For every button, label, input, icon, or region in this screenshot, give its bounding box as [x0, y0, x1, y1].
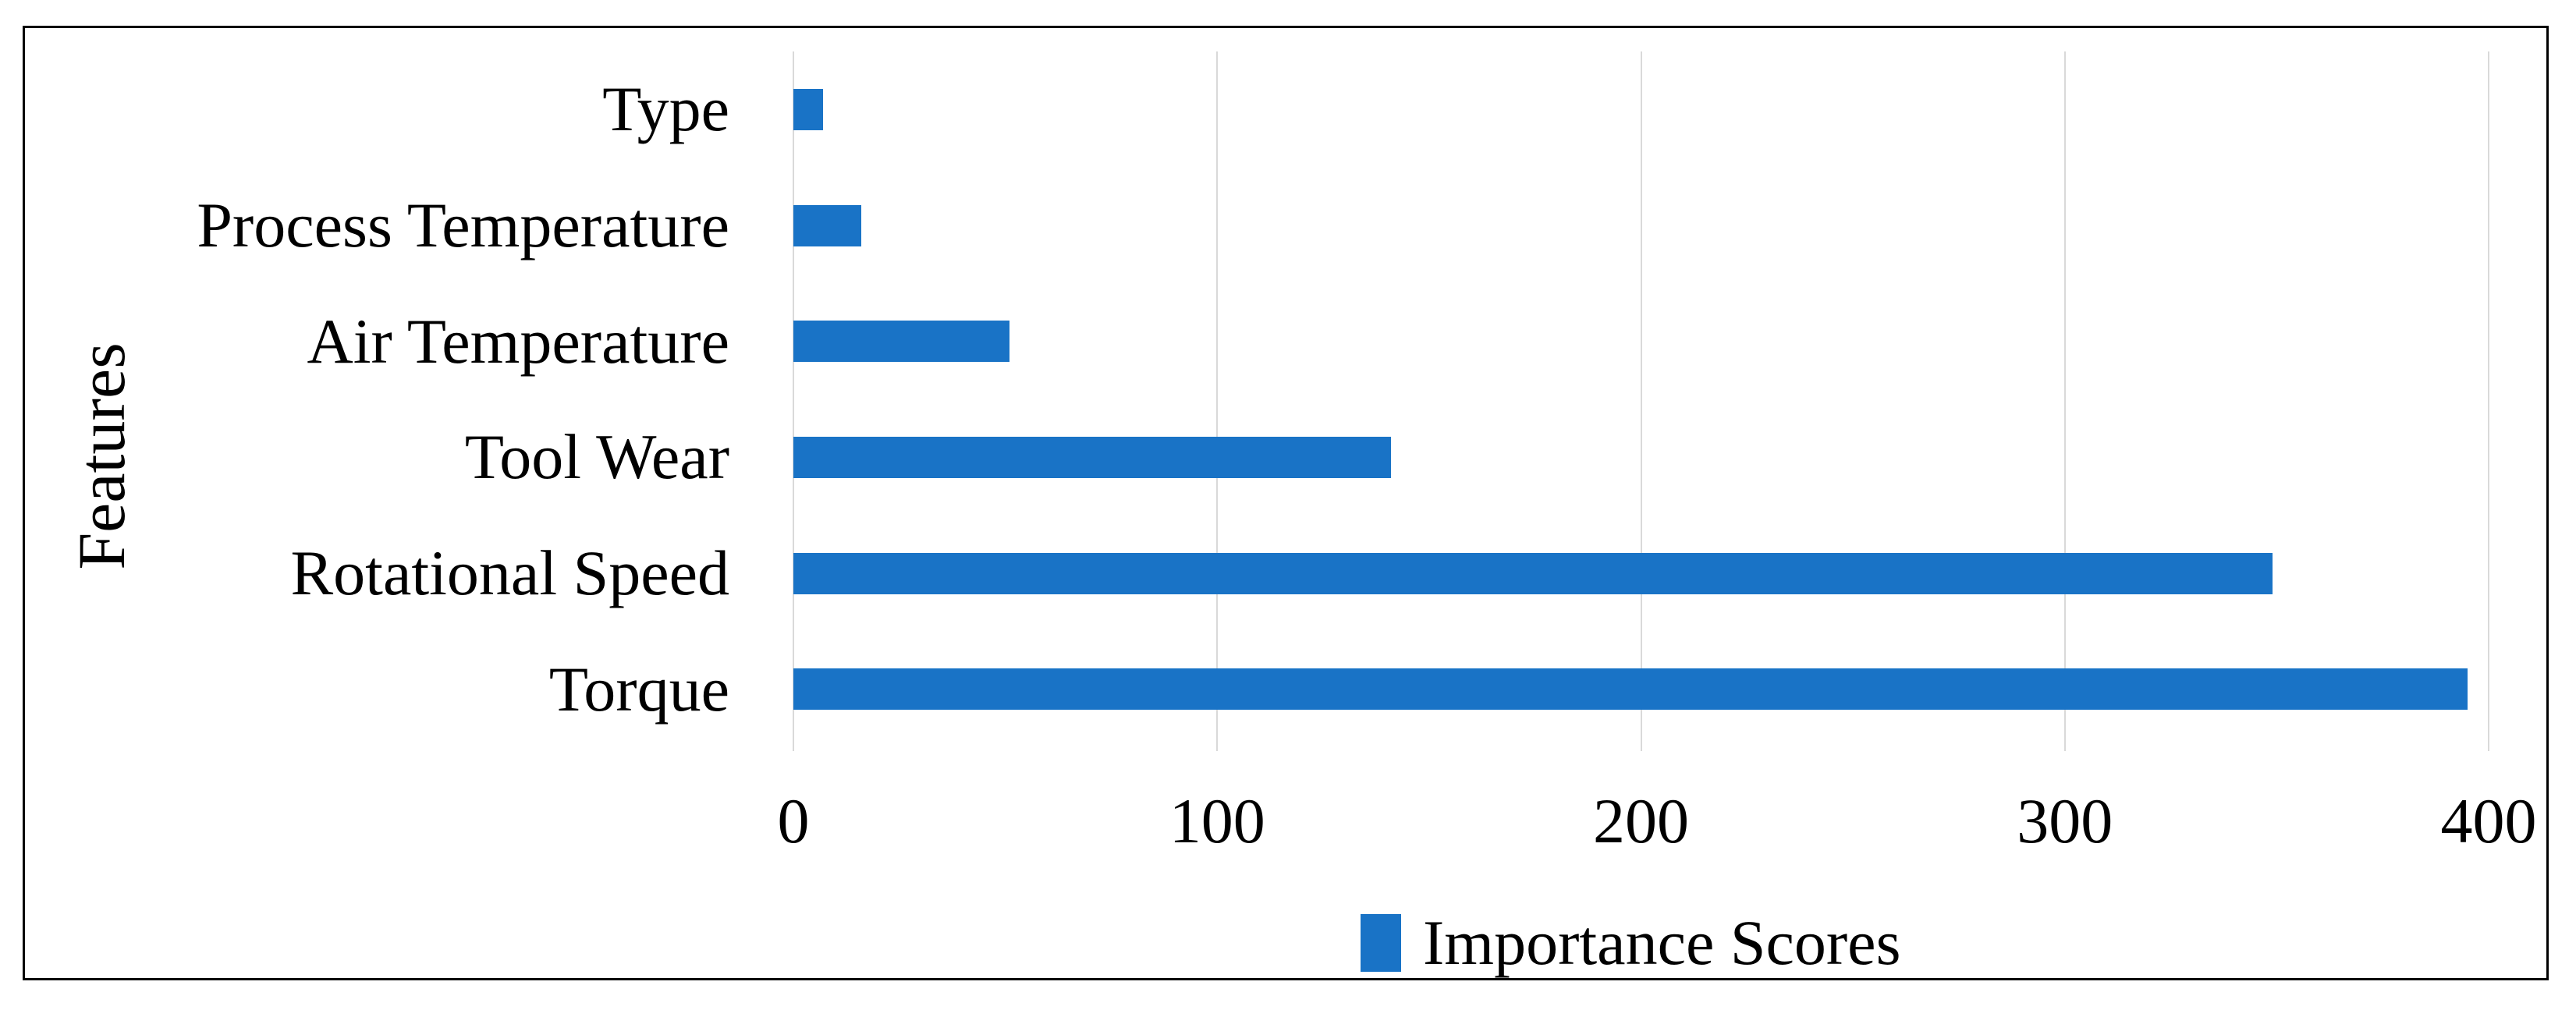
gridline	[793, 51, 794, 751]
x-tick-label: 0	[777, 785, 810, 856]
x-tick-label: 100	[1169, 785, 1265, 856]
bar	[793, 204, 861, 246]
bar	[793, 552, 2273, 594]
category-label: Torque	[548, 653, 729, 725]
gridline	[2063, 51, 2066, 751]
chart-border	[23, 26, 2549, 980]
bar	[793, 88, 824, 130]
gridline	[1640, 51, 1642, 751]
legend-color-swatch-icon	[1361, 914, 1401, 972]
x-tick-label: 400	[2440, 785, 2537, 856]
category-label: Air Temperature	[307, 305, 729, 377]
bar	[793, 668, 2468, 711]
category-label: Type	[602, 73, 729, 145]
x-tick-label: 300	[2017, 785, 2113, 856]
gridline	[1216, 51, 1219, 751]
legend-label: Importance Scores	[1423, 907, 1901, 978]
legend: Importance Scores	[1361, 911, 1900, 975]
y-axis-title: Features	[64, 342, 139, 570]
x-tick-label: 200	[1593, 785, 1689, 856]
gridline	[2488, 51, 2489, 751]
bar	[793, 321, 1010, 363]
bar	[793, 436, 1391, 478]
plot-area	[793, 51, 2489, 751]
category-label: Tool Wear	[464, 421, 729, 493]
category-label: Process Temperature	[197, 189, 729, 260]
category-label: Rotational Speed	[290, 537, 729, 608]
